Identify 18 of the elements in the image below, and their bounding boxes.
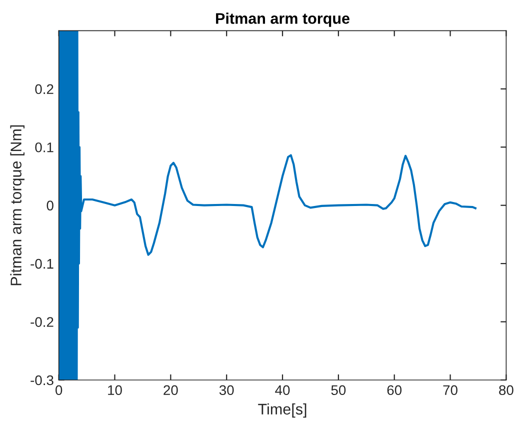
y-tick-label: -0.3 xyxy=(30,375,54,386)
x-tick-label: 70 xyxy=(443,385,458,396)
x-tick-label: 30 xyxy=(219,385,234,396)
y-tick-label: -0.2 xyxy=(30,317,54,327)
x-tick-label: 10 xyxy=(108,385,122,396)
x-tick-label: 80 xyxy=(499,385,514,396)
y-axis-title: Pitman arm torque [Nm] xyxy=(10,125,24,286)
x-tick-label: 20 xyxy=(164,385,178,396)
x-tick-label: 40 xyxy=(275,385,290,396)
x-tick-label: 60 xyxy=(387,385,402,396)
y-tick-label: 0.1 xyxy=(35,142,54,152)
x-axis-title: Time[s] xyxy=(258,403,306,418)
chart-title: Pitman arm torque xyxy=(216,12,350,27)
y-tick-label: 0 xyxy=(46,200,54,210)
y-tick-label: -0.1 xyxy=(30,258,54,269)
x-tick-label: 0 xyxy=(56,385,62,396)
y-tick-label: 0.2 xyxy=(35,84,54,94)
x-tick-label: 50 xyxy=(331,385,346,396)
